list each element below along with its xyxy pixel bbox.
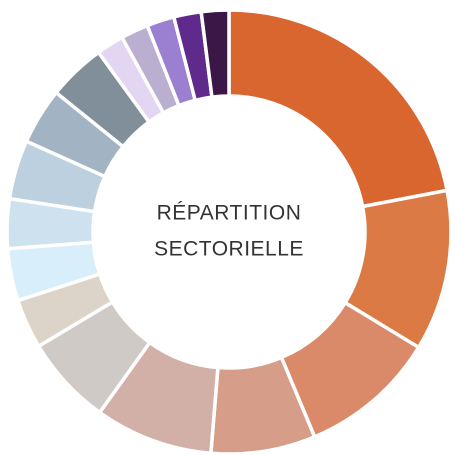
center-title-line: SECTORIELLE [154, 238, 304, 261]
donut-segment [227, 8, 450, 209]
donut [5, 8, 452, 455]
center-title-line: RÉPARTITION [157, 202, 302, 225]
donut-segment [199, 8, 231, 100]
